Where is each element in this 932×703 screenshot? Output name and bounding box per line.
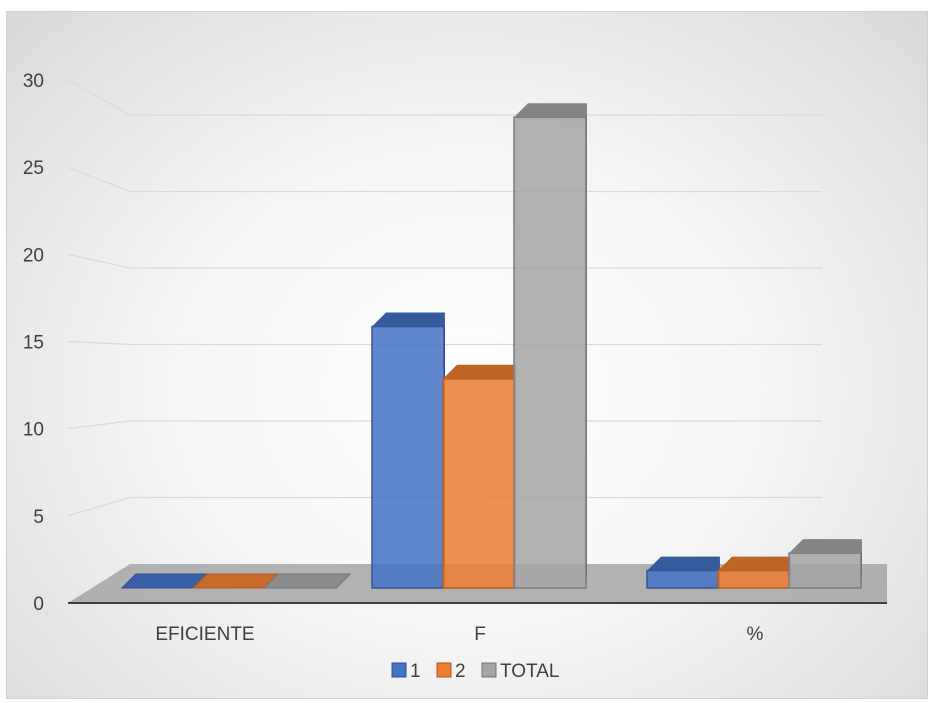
x-axis: EFICIENTE F% (155, 624, 763, 645)
gridline-side (67, 253, 131, 269)
bar-front (513, 116, 587, 589)
bar-front (717, 569, 791, 589)
x-tick-label: EFICIENTE (155, 624, 254, 645)
bar-top (647, 556, 720, 571)
bar-front (442, 378, 516, 589)
gridlines (67, 79, 822, 517)
gridline-side (67, 79, 131, 116)
y-tick-label: 5 (33, 507, 44, 528)
bar-top (262, 573, 352, 589)
bar-front (788, 552, 862, 589)
gridline-side (67, 166, 131, 193)
legend-label: 1 (410, 661, 421, 682)
y-tick-label: 10 (23, 420, 44, 441)
bar (717, 556, 791, 589)
legend-swatch (481, 662, 497, 678)
bar (371, 312, 445, 589)
bar (262, 573, 352, 589)
y-axis: 0 5 10 15 20 25 30 (23, 71, 44, 615)
bar (513, 103, 587, 589)
y-tick-label: 30 (23, 71, 44, 92)
bar-top (514, 103, 587, 118)
legend-label: 2 (455, 661, 466, 682)
bar-front (646, 569, 720, 589)
legend-swatch (436, 662, 452, 678)
gridline-side (67, 496, 131, 517)
legend-label: TOTAL (500, 661, 559, 682)
bar (442, 364, 516, 589)
bar-top (443, 364, 516, 379)
bar (788, 539, 862, 589)
bar-top (789, 539, 862, 554)
bars (120, 103, 862, 589)
y-tick-label: 15 (23, 333, 44, 354)
y-tick-label: 20 (23, 245, 44, 266)
y-tick-label: 25 (23, 158, 44, 179)
legend-swatch (391, 662, 407, 678)
bar-top (372, 312, 445, 327)
bar-top (718, 556, 791, 571)
legend: 1 2 TOTAL (391, 661, 559, 682)
gridline-side (67, 340, 131, 346)
bar (646, 556, 720, 589)
bar-side (861, 539, 862, 588)
y-tick-label: 0 (33, 594, 44, 615)
x-tick-label: % (747, 624, 764, 645)
x-tick-label: F (474, 624, 486, 645)
gridline-side (67, 420, 131, 430)
bar-front (371, 325, 445, 589)
bar-side (586, 103, 587, 589)
